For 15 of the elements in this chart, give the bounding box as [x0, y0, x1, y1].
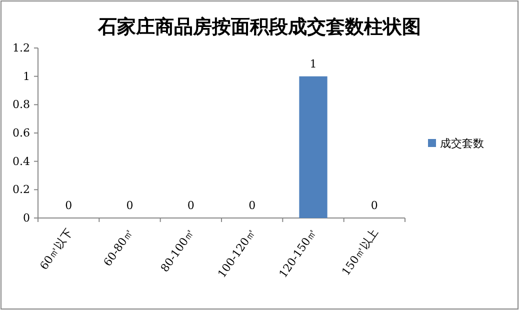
data-label: 0: [248, 199, 256, 212]
y-tick-label: 0.6: [12, 126, 30, 140]
chart-title: 石家庄商品房按面积段成交套数柱状图: [97, 16, 421, 38]
data-label: 0: [370, 199, 378, 212]
data-label: 1: [310, 57, 317, 70]
data-label: 0: [65, 199, 72, 212]
y-tick-label: 0.4: [12, 154, 30, 168]
y-tick-label: 1.2: [12, 42, 30, 54]
data-label: 0: [126, 199, 134, 212]
y-tick-label: 0.8: [12, 98, 30, 112]
y-tick-label: 0: [23, 212, 30, 224]
data-label: 0: [187, 199, 194, 212]
y-tick-label: 0.2: [12, 183, 30, 196]
y-tick-label: 1: [23, 70, 30, 83]
legend-label: 成交套数: [440, 137, 484, 150]
